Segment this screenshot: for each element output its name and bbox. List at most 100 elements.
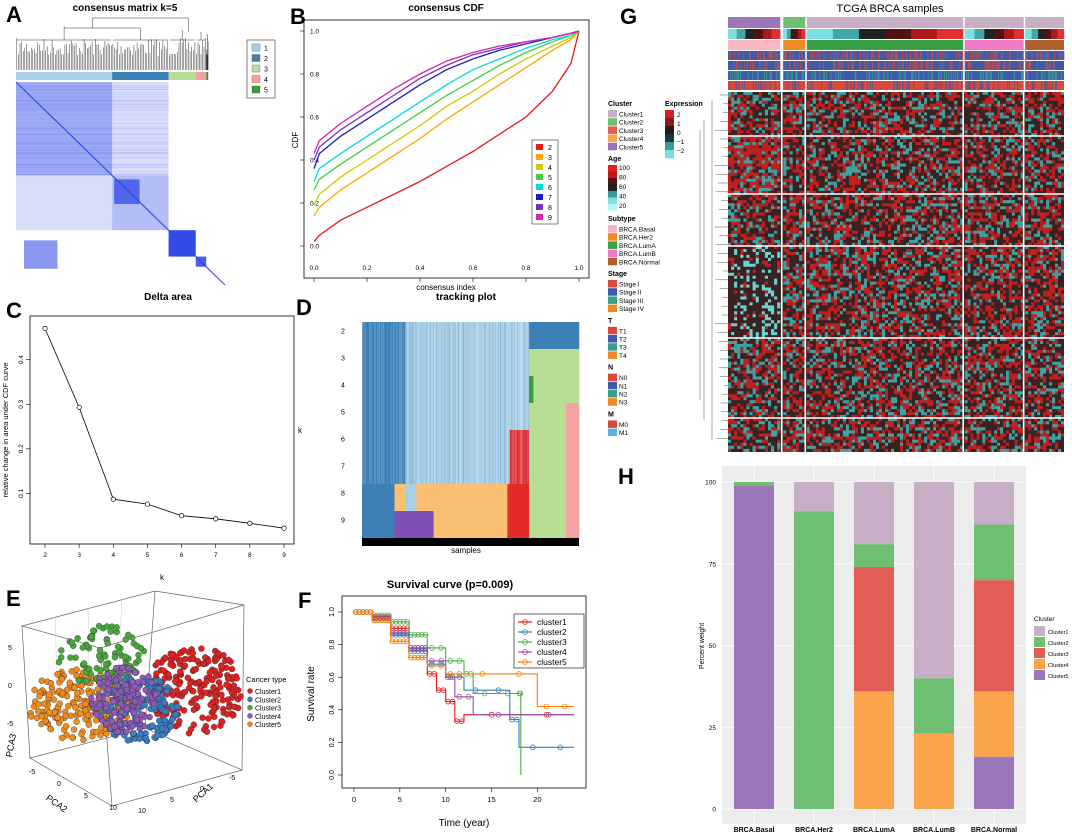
g-heat-high bbox=[1025, 136, 1064, 194]
g-annot-age bbox=[728, 29, 737, 39]
g-heat-high bbox=[1025, 418, 1064, 452]
e-point-cluster5 bbox=[74, 690, 81, 697]
g-heat-high bbox=[1025, 246, 1064, 338]
e-point-cluster4 bbox=[131, 698, 139, 705]
c-point bbox=[42, 325, 48, 332]
e-point-cluster5 bbox=[73, 718, 80, 725]
panel-label-b: B bbox=[290, 4, 306, 29]
g-legend-title: Subtype bbox=[608, 216, 636, 223]
g-annot-age bbox=[832, 29, 860, 39]
f-censor-cluster2 bbox=[418, 648, 425, 654]
g-annot-age bbox=[783, 29, 788, 39]
panel-label-a: A bbox=[6, 2, 22, 27]
a-legend-swatch bbox=[251, 75, 261, 83]
e-point-cluster5 bbox=[77, 710, 84, 717]
f-censor-cluster5 bbox=[438, 662, 444, 669]
f-censor-cluster1 bbox=[382, 614, 389, 620]
g-annot-age bbox=[1038, 29, 1045, 39]
a-legend-label: 1 bbox=[264, 46, 268, 53]
e-point-cluster3 bbox=[55, 659, 63, 666]
g-heat-low bbox=[1025, 246, 1064, 338]
e-point-cluster3 bbox=[95, 622, 103, 630]
g-legend-age-gradient bbox=[608, 191, 617, 198]
panel-h-bars bbox=[734, 482, 1014, 809]
e-point-cluster4 bbox=[133, 716, 140, 724]
e-point-cluster3 bbox=[103, 660, 110, 668]
panel-d-tracking bbox=[362, 322, 580, 546]
g-annot-subtype bbox=[1025, 40, 1064, 50]
e-point-cluster4 bbox=[111, 723, 118, 730]
f-censor-cluster2 bbox=[422, 648, 429, 654]
g-row-dendrogram-branches bbox=[699, 94, 728, 440]
c-ytick-label: 0.1 bbox=[18, 489, 25, 498]
g-heat-high bbox=[964, 418, 1024, 452]
e-ztick-label: -5 bbox=[7, 721, 13, 728]
f-censor-cluster2 bbox=[513, 716, 520, 723]
e-point-cluster1 bbox=[184, 674, 191, 681]
g-annot-age bbox=[994, 29, 1005, 39]
panel-e-legend: Cancer typeCluster1Cluster2Cluster3Clust… bbox=[246, 675, 286, 729]
h-bar-cluster1-brca-lumb bbox=[914, 482, 954, 679]
g-heat-high bbox=[1025, 92, 1064, 136]
f-censor-cluster3 bbox=[517, 690, 524, 697]
f-censor-cluster3 bbox=[438, 645, 444, 651]
f-censor-cluster3 bbox=[400, 618, 407, 625]
f-xtick-label: 15 bbox=[487, 795, 495, 804]
f-censor-cluster5 bbox=[429, 662, 435, 669]
g-heat-low bbox=[783, 92, 806, 131]
e-point-cluster1 bbox=[169, 652, 176, 659]
e-point-cluster1 bbox=[194, 657, 201, 665]
h-bar-cluster5-brca-basal bbox=[734, 485, 774, 809]
e-point-cluster5 bbox=[78, 730, 85, 738]
e-legend-swatch bbox=[247, 688, 253, 694]
g-annot-clinical-texture bbox=[729, 71, 781, 80]
e-point-cluster3 bbox=[96, 646, 104, 654]
panel-label-d: D bbox=[296, 295, 312, 320]
h-legend-label: Cluster1 bbox=[1048, 630, 1068, 636]
g-legend-label: Cluster1 bbox=[619, 112, 644, 119]
e-point-cluster2 bbox=[172, 711, 180, 718]
g-annot-cluster bbox=[1025, 17, 1064, 28]
f-censor-cluster1 bbox=[449, 698, 456, 705]
b-xtick-label: 0.0 bbox=[309, 265, 318, 272]
g-annot-subtype bbox=[806, 40, 964, 50]
g-annot-clinical-texture bbox=[732, 61, 780, 70]
g-legend-swatch bbox=[608, 381, 617, 390]
f-censor-cluster5 bbox=[393, 638, 400, 645]
e-point-cluster1 bbox=[228, 689, 236, 696]
e-point-cluster5 bbox=[36, 693, 43, 700]
e-legend-label: Cluster1 bbox=[255, 689, 281, 696]
d-tracking-cell bbox=[529, 349, 580, 376]
f-censor-cluster5 bbox=[411, 654, 418, 661]
e-point-cluster4 bbox=[110, 698, 117, 705]
f-censor-cluster5 bbox=[363, 609, 370, 615]
e-point-cluster1 bbox=[181, 688, 188, 696]
panel-a-legend: 1 2 3 4 5 bbox=[246, 39, 276, 99]
d-tracking-cell bbox=[394, 484, 406, 511]
g-heat-high bbox=[783, 338, 806, 418]
g-legend-age-tick: 20 bbox=[619, 203, 627, 210]
panel-g-legends: Cluster Cluster1Cluster2Cluster3Cluster4C… bbox=[608, 101, 703, 437]
e-point-cluster5 bbox=[47, 726, 54, 733]
panel-g-row-dendrogram bbox=[699, 94, 728, 440]
e-point-cluster1 bbox=[197, 685, 204, 692]
g-annot-clinical bbox=[964, 51, 1024, 60]
e-point-cluster1 bbox=[160, 667, 167, 674]
d-sample-bar bbox=[362, 538, 579, 546]
d-tracking-cell bbox=[529, 484, 567, 511]
c-point bbox=[213, 516, 219, 522]
g-heat-low bbox=[783, 197, 806, 246]
g-heat-high bbox=[1025, 338, 1064, 418]
g-annot-clinical bbox=[964, 71, 1024, 80]
b-series-line-6 bbox=[313, 30, 580, 182]
e-point-cluster1 bbox=[200, 660, 207, 667]
g-heat-high bbox=[728, 338, 781, 418]
f-xtick-label: 10 bbox=[441, 795, 449, 804]
e-point-cluster5 bbox=[85, 721, 93, 728]
g-annot-age bbox=[974, 29, 985, 39]
e-point-cluster1 bbox=[167, 661, 174, 668]
a-matrix-core bbox=[114, 179, 140, 205]
e-point-cluster3 bbox=[102, 653, 109, 660]
h-xtick-label: BRCA.Her2 bbox=[795, 827, 833, 834]
b-xtick-label: 1.0 bbox=[574, 265, 583, 272]
